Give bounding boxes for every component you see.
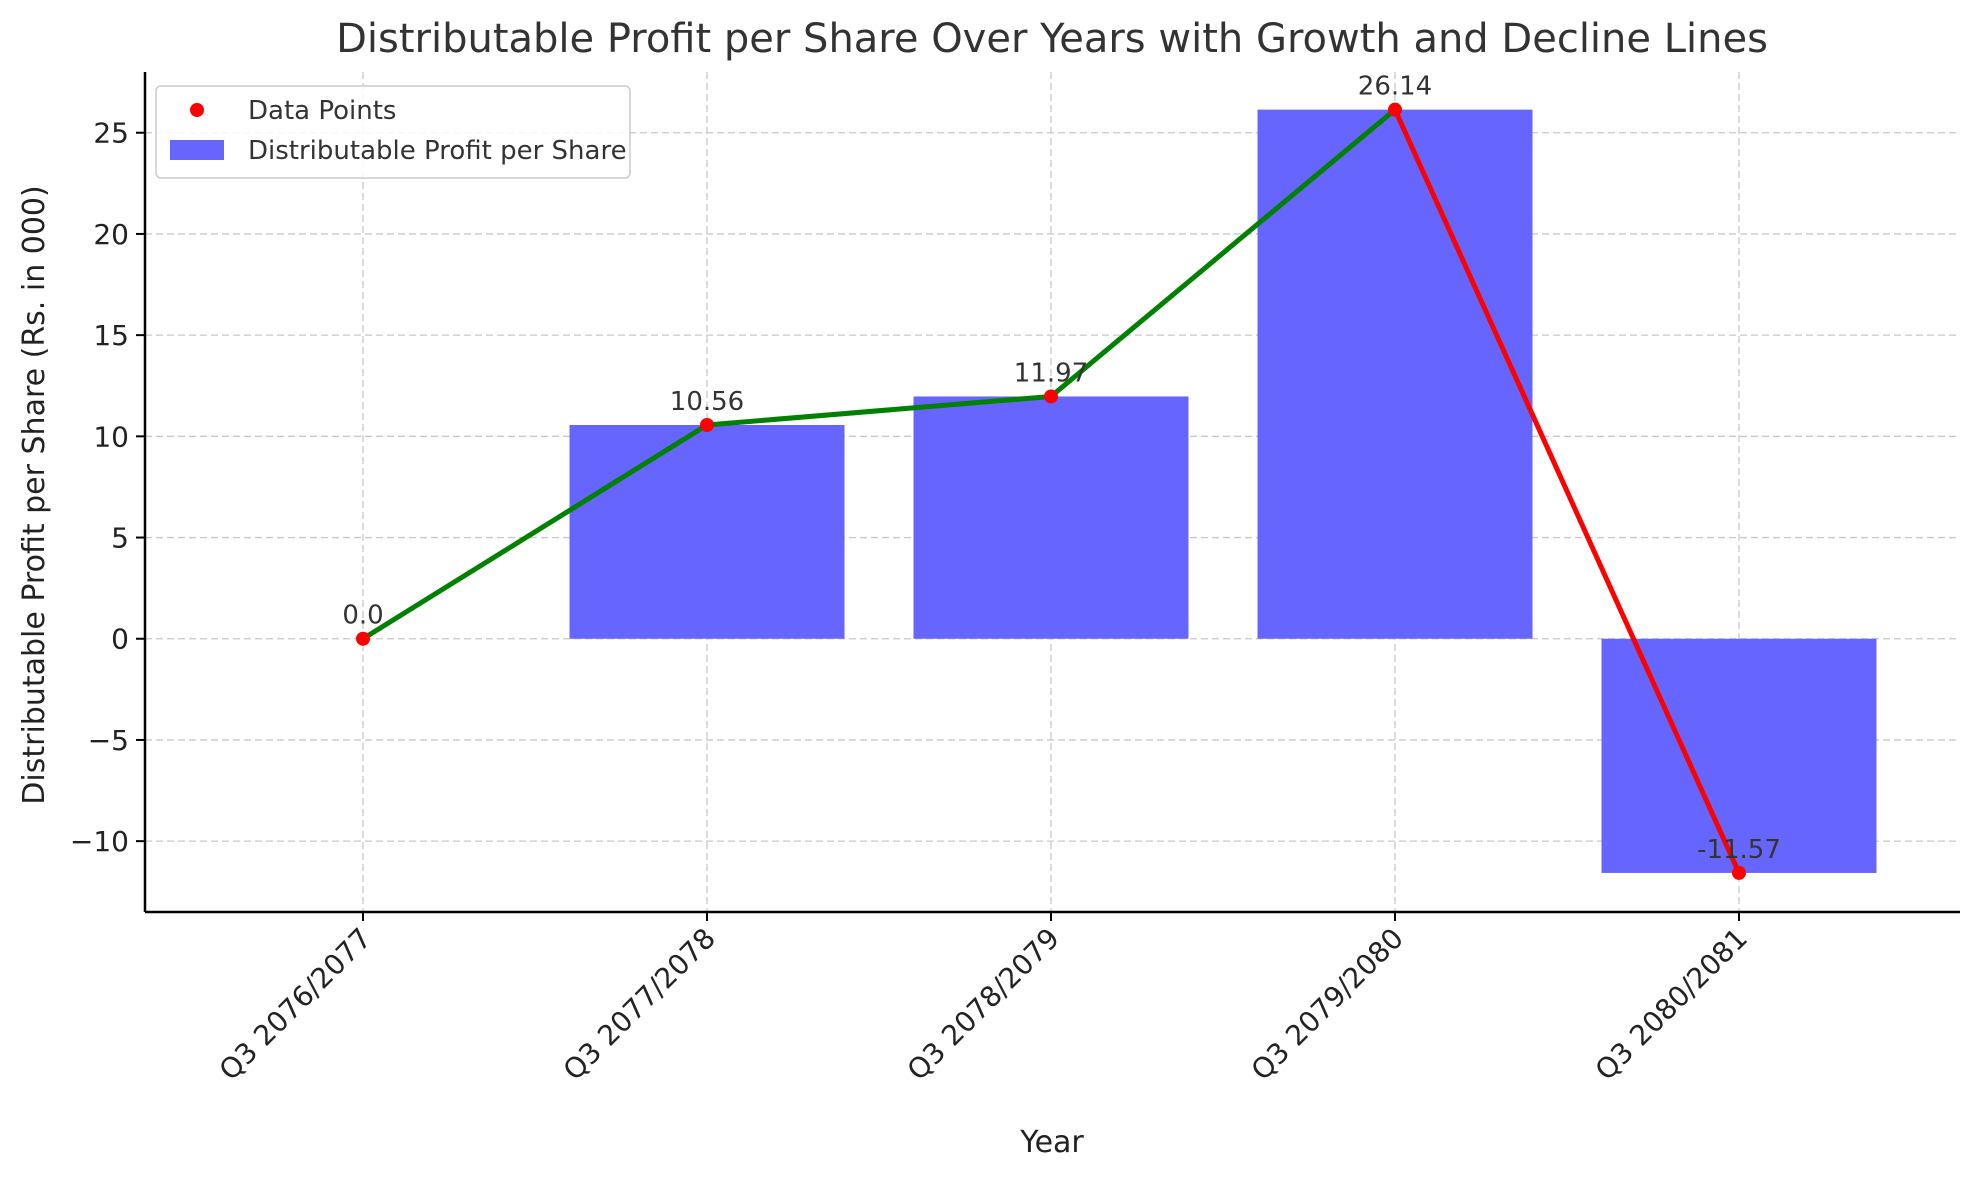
bar-1 [569,425,845,639]
data-points [356,102,1746,880]
y-tick-label-6: 20 [93,218,129,251]
y-tick-label-7: 25 [93,117,129,150]
bar-2 [913,396,1189,639]
data-labels: 0.0 10.56 11.97 26.14 -11.57 [342,72,1781,865]
x-tick-label-3: Q3 2079/2080 [1245,922,1410,1087]
data-point-4 [1732,865,1746,880]
legend-box [155,85,631,179]
x-tick-label-0: Q3 2076/2077 [213,922,378,1087]
data-point-2 [1044,389,1058,404]
y-tick-label-2: 0 [111,623,129,656]
y-tick-label-4: 10 [93,420,129,453]
y-tick-label-0: −10 [70,825,129,858]
growth-line-2 [1048,107,1398,399]
bar-3 [1257,109,1533,639]
growth-line-0 [360,422,710,642]
legend-label-0: Data Points [248,96,396,126]
x-tick-label-2: Q3 2078/2079 [901,922,1066,1087]
legend: Data Points Distributable Profit per Shar… [155,85,631,179]
data-point-0 [356,631,370,646]
y-tick-label-5: 15 [93,319,129,352]
bar-4 [1601,638,1877,873]
x-axis-label: Year [1019,1125,1084,1160]
y-ticks: −10 −5 0 5 10 15 20 25 [70,117,145,858]
data-label-4: -11.57 [1697,835,1781,865]
data-point-1 [700,418,714,433]
y-axis-label: Distributable Profit per Share (Rs. in 0… [17,185,52,804]
data-label-0: 0.0 [342,601,383,631]
legend-marker-data-points [190,103,204,117]
chart-title: Distributable Profit per Share Over Year… [336,16,1768,62]
legend-marker-bars [170,140,224,160]
legend-label-1: Distributable Profit per Share [248,136,627,166]
bars [569,109,1877,873]
data-label-1: 10.56 [670,387,744,417]
x-tick-label-4: Q3 2080/2081 [1589,922,1754,1087]
trend-lines [360,107,1742,876]
axes [143,72,1960,914]
data-label-3: 26.14 [1358,72,1432,102]
data-label-2: 11.97 [1014,358,1088,388]
decline-line-3 [1392,107,1742,876]
y-tick-label-3: 5 [111,522,129,555]
y-tick-label-1: −5 [88,724,129,757]
x-tick-label-1: Q3 2077/2078 [557,922,722,1087]
growth-line-1 [704,393,1054,428]
x-ticks: Q3 2076/2077 Q3 2077/2078 Q3 2078/2079 Q3 2… [213,912,1754,1087]
data-point-3 [1388,102,1402,117]
